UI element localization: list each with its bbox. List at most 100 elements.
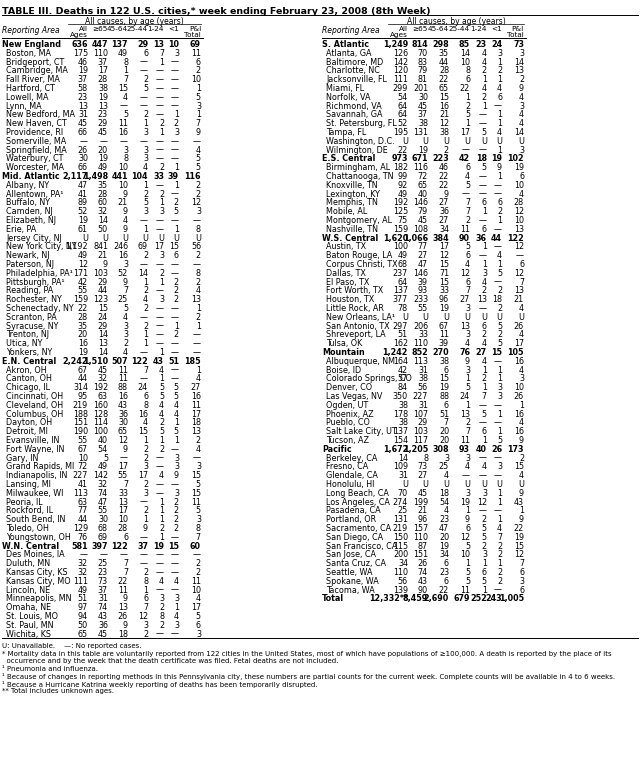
Text: Pittsburgh, PA¹: Pittsburgh, PA¹ bbox=[6, 278, 65, 287]
Text: 4: 4 bbox=[123, 313, 128, 321]
Text: U: U bbox=[102, 234, 108, 242]
Text: 40: 40 bbox=[476, 444, 487, 454]
Text: 1: 1 bbox=[143, 515, 148, 524]
Text: 1,242: 1,242 bbox=[383, 348, 408, 357]
Text: —: — bbox=[171, 630, 179, 638]
Text: 12: 12 bbox=[191, 198, 201, 208]
Text: 1: 1 bbox=[143, 278, 148, 287]
Text: 19: 19 bbox=[439, 304, 449, 313]
Text: 6: 6 bbox=[196, 621, 201, 630]
Text: 38: 38 bbox=[398, 401, 408, 410]
Text: 2: 2 bbox=[159, 603, 164, 612]
Text: —: — bbox=[120, 454, 128, 463]
Text: 3: 3 bbox=[497, 383, 502, 392]
Text: —: — bbox=[193, 216, 201, 225]
Text: 29: 29 bbox=[418, 418, 428, 428]
Text: 40: 40 bbox=[98, 436, 108, 445]
Text: 104: 104 bbox=[131, 172, 148, 181]
Text: 94: 94 bbox=[78, 612, 88, 621]
Text: 14: 14 bbox=[98, 216, 108, 225]
Text: 45: 45 bbox=[98, 365, 108, 375]
Text: 5: 5 bbox=[174, 428, 179, 436]
Text: 4: 4 bbox=[465, 172, 470, 181]
Text: 88: 88 bbox=[118, 383, 128, 392]
Text: Dayton, OH: Dayton, OH bbox=[6, 418, 52, 428]
Text: 10: 10 bbox=[118, 515, 128, 524]
Text: 17: 17 bbox=[191, 410, 201, 418]
Text: —: — bbox=[156, 93, 164, 102]
Text: 17: 17 bbox=[118, 507, 128, 515]
Text: 37: 37 bbox=[78, 75, 88, 84]
Text: 31: 31 bbox=[398, 471, 408, 480]
Text: U: U bbox=[518, 313, 524, 321]
Text: —: — bbox=[171, 586, 179, 594]
Text: 1-24: 1-24 bbox=[470, 26, 487, 32]
Text: U: U bbox=[464, 137, 470, 146]
Text: 5: 5 bbox=[497, 339, 502, 348]
Text: 71: 71 bbox=[439, 269, 449, 278]
Text: 22: 22 bbox=[438, 172, 449, 181]
Text: 10: 10 bbox=[514, 216, 524, 225]
Text: Paterson, NJ: Paterson, NJ bbox=[6, 260, 54, 269]
Text: —: — bbox=[479, 216, 487, 225]
Text: Worcester, MA: Worcester, MA bbox=[6, 163, 64, 172]
Text: 3: 3 bbox=[159, 251, 164, 260]
Text: 2: 2 bbox=[482, 286, 487, 295]
Text: —: — bbox=[171, 102, 179, 111]
Text: 7: 7 bbox=[465, 198, 470, 208]
Text: 2: 2 bbox=[143, 286, 148, 295]
Text: 6: 6 bbox=[143, 594, 148, 604]
Text: 116: 116 bbox=[185, 172, 201, 181]
Text: New Orleans, LA¹: New Orleans, LA¹ bbox=[326, 313, 395, 321]
Text: 9: 9 bbox=[123, 444, 128, 454]
Text: 52: 52 bbox=[118, 269, 128, 278]
Text: 74: 74 bbox=[98, 603, 108, 612]
Text: 2: 2 bbox=[497, 304, 502, 313]
Text: ¹ Because a Hurricane Katrina weekly reporting of deaths has been temporarily di: ¹ Because a Hurricane Katrina weekly rep… bbox=[2, 681, 317, 688]
Text: 1: 1 bbox=[159, 515, 164, 524]
Text: 88: 88 bbox=[439, 392, 449, 401]
Text: 28: 28 bbox=[98, 190, 108, 198]
Text: Denver, CO: Denver, CO bbox=[326, 383, 372, 392]
Text: 68: 68 bbox=[98, 524, 108, 533]
Text: —: — bbox=[156, 339, 164, 348]
Text: 92: 92 bbox=[398, 181, 408, 190]
Text: 11: 11 bbox=[191, 498, 201, 507]
Text: 14: 14 bbox=[98, 331, 108, 339]
Text: 4: 4 bbox=[519, 190, 524, 198]
Text: 5: 5 bbox=[159, 383, 164, 392]
Text: Lowell, MA: Lowell, MA bbox=[6, 93, 49, 102]
Text: 137: 137 bbox=[112, 40, 128, 49]
Text: —: — bbox=[494, 102, 502, 111]
Text: 3: 3 bbox=[143, 155, 148, 163]
Text: 4: 4 bbox=[444, 507, 449, 515]
Text: 2: 2 bbox=[482, 66, 487, 75]
Text: 1: 1 bbox=[196, 304, 201, 313]
Text: —: — bbox=[140, 93, 148, 102]
Text: 76: 76 bbox=[78, 533, 88, 542]
Text: 6: 6 bbox=[519, 568, 524, 577]
Text: 7: 7 bbox=[497, 533, 502, 542]
Text: Rockford, IL: Rockford, IL bbox=[6, 507, 53, 515]
Text: ≥65: ≥65 bbox=[413, 26, 428, 32]
Text: 2,242: 2,242 bbox=[63, 357, 88, 366]
Text: 6: 6 bbox=[482, 568, 487, 577]
Text: U: U bbox=[195, 234, 201, 242]
Text: 2: 2 bbox=[174, 198, 179, 208]
Text: Dallas, TX: Dallas, TX bbox=[326, 269, 366, 278]
Text: 192: 192 bbox=[93, 383, 108, 392]
Text: —: — bbox=[140, 216, 148, 225]
Text: 1: 1 bbox=[465, 507, 470, 515]
Text: 13: 13 bbox=[514, 225, 524, 234]
Text: Salt Lake City, UT: Salt Lake City, UT bbox=[326, 428, 397, 436]
Text: 18: 18 bbox=[476, 155, 487, 163]
Text: 1: 1 bbox=[497, 365, 502, 375]
Text: Waterbury, CT: Waterbury, CT bbox=[6, 155, 63, 163]
Text: 2: 2 bbox=[196, 436, 201, 445]
Text: 44: 44 bbox=[78, 375, 88, 384]
Text: —: — bbox=[494, 586, 502, 594]
Text: —: — bbox=[171, 155, 179, 163]
Text: —: — bbox=[156, 260, 164, 269]
Text: 12: 12 bbox=[514, 551, 524, 559]
Text: U: U bbox=[173, 234, 179, 242]
